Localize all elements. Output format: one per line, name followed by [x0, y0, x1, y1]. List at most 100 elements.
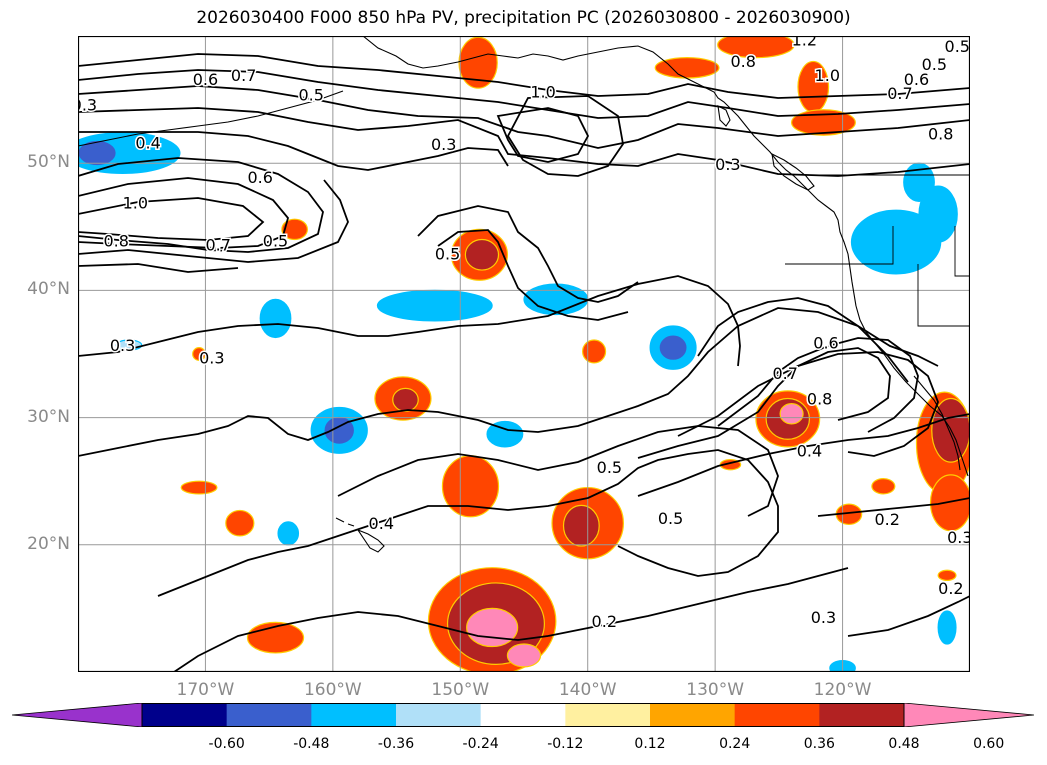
precip-cell	[871, 478, 896, 495]
state-border-2	[917, 264, 970, 327]
contour-line	[637, 347, 891, 459]
vancouver-island	[771, 153, 815, 191]
precip-cell	[523, 283, 589, 316]
contour-line	[78, 85, 970, 149]
hawaiian-islands	[335, 517, 385, 553]
colorbar-tick-label: -0.36	[377, 736, 415, 752]
contour-label: 0.5	[435, 244, 460, 263]
contour-label: 0.5	[658, 509, 683, 528]
colorbar-tick-label: -0.12	[547, 736, 584, 752]
baja-coastline	[913, 375, 961, 471]
precip-cell	[929, 474, 970, 532]
precip-cell	[506, 643, 542, 668]
contour-label: 0.6	[193, 70, 218, 89]
contour-label: 0.5	[945, 37, 970, 56]
contour-label: 0.5	[922, 55, 947, 74]
precip-cell	[458, 36, 498, 89]
lon-tick-label: 120°W	[813, 680, 872, 700]
colorbar-segment	[565, 703, 651, 727]
contour-line	[172, 611, 549, 672]
colorbar-tick-label: -0.24	[462, 736, 499, 752]
contour-line	[496, 107, 590, 163]
colorbar-tick-label: 0.36	[803, 736, 835, 752]
precip-cell	[259, 298, 292, 339]
lon-tick-label: 130°W	[686, 680, 745, 700]
contour-line	[78, 131, 509, 171]
colorbar	[11, 702, 1035, 728]
colorbar-graphic	[11, 702, 1035, 728]
colorbar-segment	[226, 703, 312, 727]
map-panel[interactable]: 0.30.60.70.50.40.61.00.80.70.50.30.51.00…	[78, 36, 970, 672]
colorbar-outline	[141, 703, 905, 727]
contour-label: 0.7	[231, 66, 256, 85]
contour-label: 0.6	[904, 70, 929, 89]
precip-cell	[277, 521, 300, 546]
contour-line	[78, 69, 970, 119]
contour-label: 0.2	[592, 612, 617, 631]
contour-label: 1.0	[815, 66, 840, 85]
contour-line	[78, 107, 970, 177]
contour-line	[547, 567, 849, 637]
colorbar-segment	[311, 703, 397, 727]
contour-label: 0.8	[730, 52, 755, 71]
contour-line	[78, 53, 970, 99]
contour-label: 0.7	[887, 84, 912, 103]
colorbar-segment	[650, 703, 736, 727]
contour-line	[78, 179, 349, 263]
contour-label: 0.4	[797, 441, 822, 460]
precip-cell	[658, 334, 688, 361]
precip-cell	[464, 238, 500, 271]
contour-line	[78, 263, 239, 273]
contour-line	[506, 95, 624, 177]
precipitation-shading	[78, 36, 970, 672]
colorbar-extend-max	[903, 702, 1035, 728]
graticule	[78, 36, 970, 672]
precip-cell	[562, 504, 600, 547]
precip-cell	[78, 139, 117, 167]
contour-label: 0.7	[773, 364, 798, 383]
colorbar-segment	[480, 703, 566, 727]
precip-cell	[937, 610, 957, 645]
alaska-coastline	[362, 36, 779, 163]
colorbar-segment	[142, 703, 228, 727]
bc-coastline	[777, 161, 857, 307]
aleutian-chain	[78, 90, 344, 147]
contour-line	[677, 351, 939, 457]
precip-cell	[392, 387, 419, 412]
contour-line	[78, 307, 909, 457]
lat-tick-label: 30°N	[27, 406, 70, 427]
colorbar-segment	[819, 703, 905, 727]
contour-label: 0.4	[369, 514, 394, 533]
lon-tick-label: 160°W	[303, 680, 362, 700]
precip-cell	[225, 509, 255, 537]
lon-tick-label: 150°W	[431, 680, 490, 700]
colorbar-tick-label: -0.60	[208, 736, 245, 752]
lon-tick-label: 140°W	[558, 680, 617, 700]
map-canvas[interactable]: 0.30.60.70.50.40.61.00.80.70.50.30.51.00…	[78, 36, 970, 672]
contour-line	[78, 177, 289, 249]
contour-label: 0.6	[247, 168, 272, 187]
contour-line	[437, 229, 629, 321]
state-border-3	[954, 226, 970, 277]
precip-cell	[582, 339, 607, 364]
contour-label: 0.5	[597, 458, 622, 477]
contour-label: 0.6	[813, 333, 838, 352]
contour-line	[817, 497, 970, 517]
contour-label: 0.3	[811, 608, 836, 627]
precip-cell	[486, 420, 524, 448]
contour-line	[78, 275, 741, 367]
lat-tick-label: 50°N	[27, 152, 70, 173]
contour-label: 1.0	[530, 83, 555, 102]
precip-cell	[717, 36, 795, 59]
colorbar-segment	[734, 703, 820, 727]
precip-cell	[791, 109, 856, 136]
precip-cell	[376, 289, 493, 322]
contour-label: 0.2	[874, 510, 899, 529]
contour-label: 0.8	[928, 125, 953, 144]
precip-cell	[323, 415, 356, 445]
precip-cell	[654, 57, 720, 79]
pv-contours	[78, 53, 970, 672]
precip-cell	[281, 218, 308, 241]
contour-line	[78, 197, 265, 241]
contour-label: 0.5	[298, 85, 323, 104]
